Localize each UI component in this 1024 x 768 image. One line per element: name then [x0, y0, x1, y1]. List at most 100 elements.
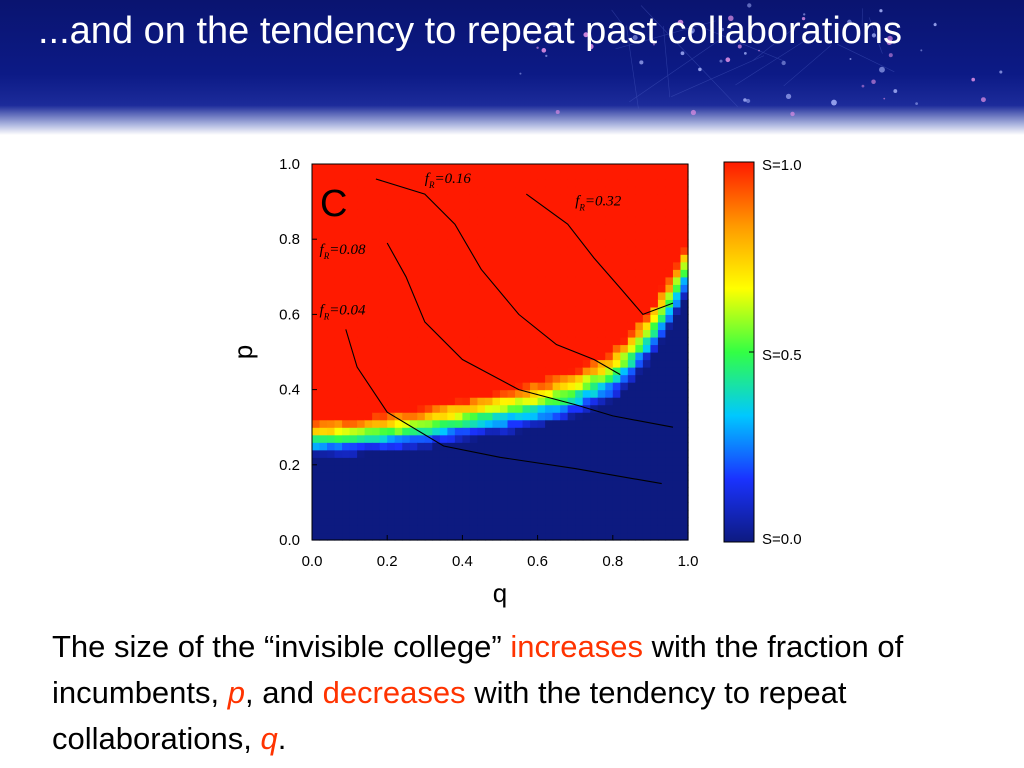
heatmap-cell [334, 231, 343, 240]
heatmap-cell [522, 201, 531, 210]
heatmap-cell [484, 389, 494, 398]
heatmap-cell [680, 449, 689, 458]
heatmap-cell [469, 344, 479, 353]
heatmap-cell [379, 261, 388, 270]
heatmap-cell [379, 487, 388, 496]
heatmap-cell [342, 382, 351, 391]
heatmap-cell [500, 321, 509, 331]
heatmap-cell [680, 382, 689, 391]
heatmap-cell [545, 224, 554, 233]
heatmap-cell [680, 321, 689, 331]
heatmap-cell [439, 397, 448, 406]
heatmap-cell [672, 216, 682, 225]
heatmap-cell [312, 201, 321, 210]
heatmap-cell [560, 442, 569, 451]
heatmap-cell [650, 352, 659, 361]
heatmap-cell [387, 336, 396, 346]
heatmap-cell [642, 487, 651, 496]
heatmap-cell [364, 434, 373, 443]
heatmap-cell [462, 464, 471, 473]
heatmap-cell [409, 434, 418, 443]
heatmap-cell [439, 321, 448, 331]
heatmap-cell [312, 171, 321, 180]
variable-p: p [227, 675, 246, 710]
heatmap-cell [454, 284, 463, 293]
heatmap-cell [522, 494, 531, 503]
heatmap-cell [552, 276, 561, 285]
heatmap-cell [605, 502, 614, 511]
heatmap-cell [379, 464, 388, 473]
heatmap-cell [567, 352, 576, 361]
heatmap-cell [612, 299, 621, 308]
heatmap-cell [590, 261, 599, 270]
heatmap-cell [417, 472, 426, 481]
heatmap-cell [439, 284, 448, 293]
heatmap-cell [560, 344, 569, 353]
heatmap-cell [582, 479, 591, 488]
heatmap-cell [530, 231, 539, 240]
heatmap-cell [680, 374, 689, 383]
heatmap-cell [342, 487, 351, 496]
heatmap-cell [575, 344, 584, 353]
heatmap-cell [357, 352, 366, 361]
heatmap-cell [387, 487, 396, 496]
heatmap-cell [454, 464, 463, 473]
heatmap-cell [417, 449, 426, 458]
heatmap-cell [620, 284, 629, 293]
heatmap-cell [327, 171, 336, 180]
heatmap-cell [560, 494, 569, 503]
heatmap-cell [665, 479, 674, 488]
heatmap-cell [507, 502, 516, 511]
heatmap-cell [432, 419, 441, 428]
heatmap-cell [627, 487, 636, 496]
heatmap-cell [575, 517, 584, 526]
heatmap-cell [357, 479, 366, 488]
heatmap-cell [642, 171, 651, 180]
heatmap-cell [447, 487, 456, 496]
heatmap-cell [462, 532, 471, 541]
heatmap-cell [477, 209, 486, 218]
heatmap-cell [500, 449, 509, 458]
heatmap-cell [447, 404, 456, 413]
heatmap-cell [379, 397, 388, 406]
heatmap-cell [372, 284, 381, 293]
heatmap-cell [454, 186, 463, 195]
heatmap-cell [357, 231, 366, 240]
heatmap-cell [342, 329, 351, 338]
heatmap-cell [642, 201, 651, 210]
heatmap-cell [507, 186, 516, 195]
heatmap-cell [627, 382, 636, 391]
heatmap-cell [582, 532, 591, 541]
heatmap-cell [537, 502, 546, 511]
heatmap-cell [522, 194, 531, 203]
heatmap-cell [432, 457, 441, 466]
heatmap-cell [590, 321, 599, 331]
heatmap-cell [379, 524, 388, 534]
heatmap-cell [387, 261, 396, 270]
heatmap-cell [394, 532, 403, 541]
heatmap-cell [515, 186, 524, 195]
heatmap-cell [342, 374, 351, 383]
heatmap-cell [364, 231, 373, 240]
heatmap-cell [642, 382, 651, 391]
heatmap-cell [680, 509, 689, 519]
heatmap-cell [597, 427, 606, 436]
heatmap-cell [575, 239, 584, 248]
heatmap-cell [590, 479, 599, 488]
x-axis-label: q [493, 578, 507, 608]
heatmap-cell [454, 449, 463, 458]
heatmap-cell [612, 389, 621, 398]
heatmap-cell [522, 171, 531, 180]
heatmap-cell [530, 412, 539, 421]
heatmap-cell [537, 216, 546, 225]
heatmap-cell [507, 367, 516, 376]
heatmap-cell [507, 374, 516, 383]
heatmap-cell [545, 276, 554, 285]
heatmap-cell [642, 344, 651, 353]
heatmap-cell [612, 269, 621, 278]
heatmap-cell [500, 246, 509, 255]
heatmap-cell [394, 352, 403, 361]
heatmap-cell [560, 352, 569, 361]
heatmap-cell [432, 276, 441, 285]
heatmap-cell [597, 412, 606, 421]
